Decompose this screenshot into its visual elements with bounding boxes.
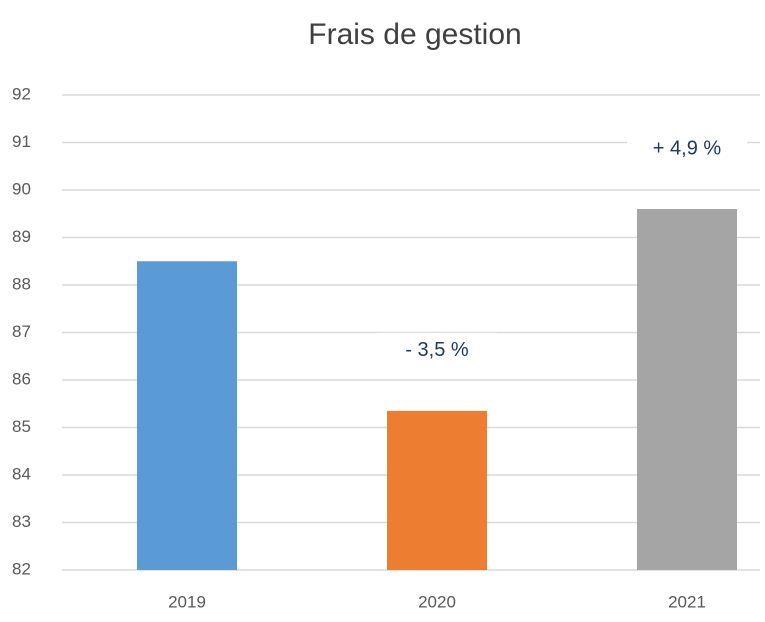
- bar: [637, 209, 737, 570]
- x-tick-label: 2021: [668, 592, 706, 611]
- y-tick-label: 83: [12, 512, 31, 531]
- y-tick-label: 91: [12, 132, 31, 151]
- annotation-background: [377, 332, 497, 369]
- y-tick-label: 82: [12, 559, 31, 578]
- y-tick-label: 85: [12, 417, 31, 436]
- bar: [387, 410, 487, 570]
- y-tick-label: 88: [12, 274, 31, 293]
- x-tick-label: 2019: [168, 592, 206, 611]
- annotation: - 3,5 %: [405, 339, 469, 361]
- y-tick-label: 92: [12, 84, 31, 103]
- annotation: + 4,9 %: [653, 137, 722, 159]
- y-tick-label: 87: [12, 322, 31, 341]
- y-tick-label: 84: [12, 464, 31, 483]
- y-tick-label: 90: [12, 179, 31, 198]
- y-tick-label: 86: [12, 369, 31, 388]
- annotation-background: [627, 131, 747, 167]
- y-tick-label: 89: [12, 227, 31, 246]
- x-tick-label: 2020: [418, 592, 456, 611]
- bar: [137, 261, 237, 570]
- chart-title: Frais de gestion: [308, 18, 521, 51]
